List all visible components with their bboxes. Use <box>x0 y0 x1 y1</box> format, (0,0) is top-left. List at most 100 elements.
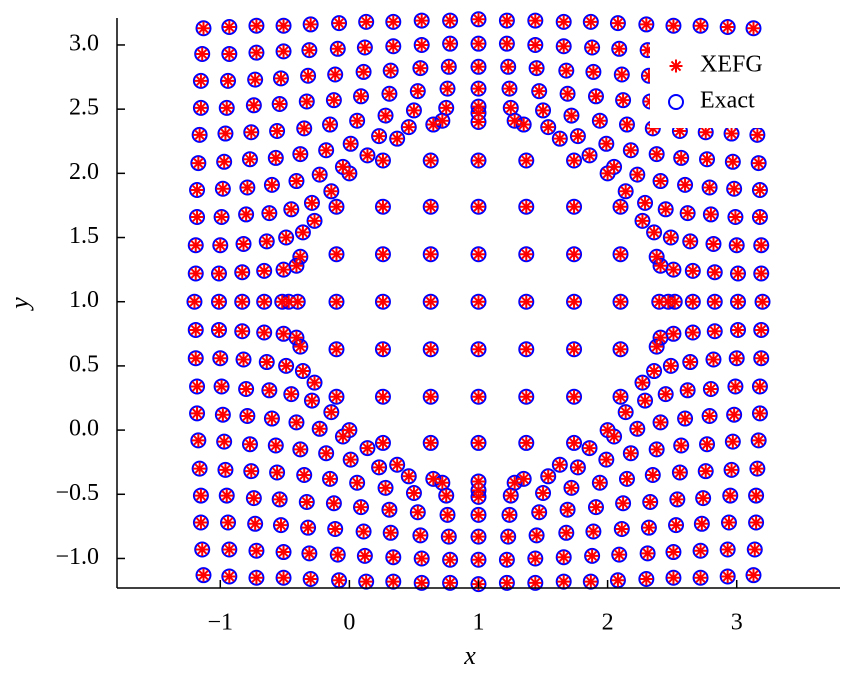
exact-point <box>278 357 295 374</box>
xefg-point <box>332 16 346 30</box>
exact-point <box>355 63 372 80</box>
xefg-point <box>472 436 485 450</box>
xefg-point <box>472 82 485 96</box>
xefg-point <box>532 505 546 519</box>
xefg-point <box>708 295 722 309</box>
exact-point <box>648 338 665 355</box>
xefg-point <box>472 508 485 522</box>
xefg-point <box>585 549 599 563</box>
xefg-point <box>659 202 673 216</box>
xefg-point <box>472 60 485 74</box>
xefg-point <box>274 71 288 85</box>
xefg-point <box>297 121 311 135</box>
exact-point <box>745 567 762 584</box>
exact-point <box>726 180 743 197</box>
exact-point <box>591 112 608 129</box>
exact-point <box>726 406 743 423</box>
exact-point <box>719 18 736 35</box>
exact-point <box>328 246 345 263</box>
exact-point <box>195 20 212 37</box>
xefg-point <box>289 415 303 429</box>
xefg-point <box>426 118 440 132</box>
exact-point <box>591 474 608 491</box>
exact-point <box>296 120 313 137</box>
exact-point <box>374 388 391 405</box>
xefg-point <box>708 324 722 338</box>
x-axis-title: x <box>463 641 476 670</box>
xefg-point <box>442 60 456 74</box>
exact-point <box>241 151 258 168</box>
exact-point <box>409 504 426 521</box>
xefg-point <box>386 575 400 589</box>
exact-point <box>412 527 429 544</box>
exact-point <box>261 205 278 222</box>
xefg-point <box>284 387 298 401</box>
exact-point <box>235 351 252 368</box>
xefg-point <box>197 21 211 35</box>
xefg-point <box>754 323 768 337</box>
exact-point <box>754 293 771 310</box>
xefg-point <box>302 546 316 560</box>
exact-point <box>389 130 406 147</box>
exact-point <box>442 12 459 29</box>
xefg-point <box>567 200 581 214</box>
y-axis-title: y <box>5 297 34 312</box>
exact-point <box>288 329 305 346</box>
exact-point <box>692 569 709 586</box>
xefg-point <box>641 546 655 560</box>
xefg-point <box>643 495 657 509</box>
exact-point <box>269 122 286 139</box>
exact-point <box>422 388 439 405</box>
xefg-point <box>519 247 533 261</box>
xefg-point <box>674 439 688 452</box>
xefg-point <box>270 124 284 138</box>
xefg-point <box>328 67 342 81</box>
exact-point <box>470 388 487 405</box>
exact-point <box>422 198 439 215</box>
exact-point <box>294 363 311 380</box>
xefg-point <box>695 517 709 531</box>
exact-point <box>699 436 716 453</box>
exact-point <box>470 80 487 97</box>
xefg-point <box>624 446 638 460</box>
xefg-point <box>746 21 760 35</box>
exact-point <box>705 235 722 252</box>
exact-point <box>611 40 628 57</box>
y-tick-label: 0.0 <box>69 416 99 442</box>
xefg-point <box>327 93 341 107</box>
xefg-point <box>329 200 343 214</box>
xefg-point <box>654 415 668 429</box>
xefg-point <box>424 342 438 356</box>
exact-point <box>531 83 548 100</box>
xefg-point <box>561 503 575 517</box>
xefg-point <box>344 137 358 151</box>
xefg-point <box>302 43 316 57</box>
exact-point <box>724 153 741 170</box>
xefg-point <box>435 476 449 490</box>
exact-point <box>318 445 335 462</box>
xefg-point <box>220 489 234 503</box>
xefg-point <box>439 489 453 503</box>
xefg-point <box>300 495 314 509</box>
exact-point <box>470 506 487 523</box>
exact-point <box>470 152 487 169</box>
xefg-point <box>472 106 485 120</box>
exact-point <box>263 176 280 193</box>
xefg-point <box>673 465 687 479</box>
xefg-point <box>750 128 764 142</box>
exact-point <box>498 12 515 29</box>
xefg-point <box>293 340 307 354</box>
xefg-point <box>614 342 628 356</box>
xefg-point <box>654 259 668 273</box>
xefg-point <box>376 154 390 167</box>
exact-point <box>730 265 747 282</box>
exact-point <box>261 382 278 399</box>
exact-point <box>275 43 292 60</box>
exact-point <box>719 568 736 585</box>
xefg-point <box>277 327 291 341</box>
xefg-point <box>415 576 429 590</box>
xefg-point <box>731 295 745 309</box>
xefg-point <box>472 474 485 488</box>
xefg-point <box>289 174 303 188</box>
exact-point <box>322 116 339 133</box>
